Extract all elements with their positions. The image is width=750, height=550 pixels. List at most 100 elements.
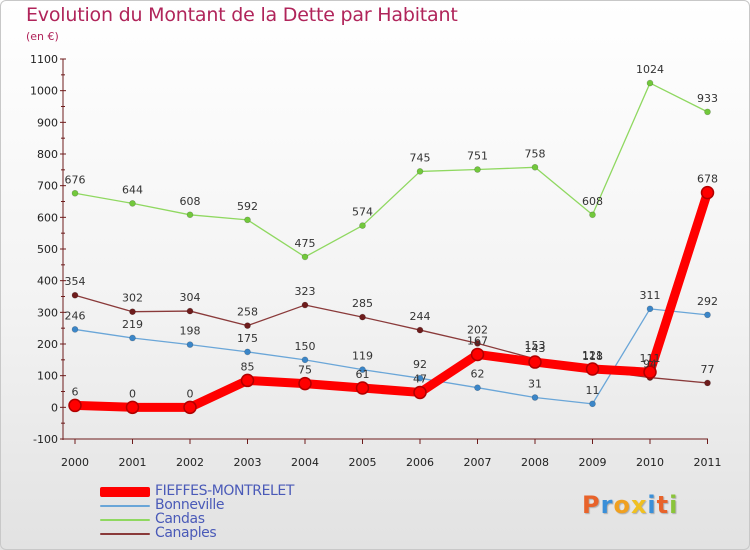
data-point [646,79,654,87]
data-label: 0 [129,387,136,400]
data-point [474,384,481,392]
data-point [129,334,136,342]
x-tick-label: 2009 [579,456,607,469]
series-layer [68,79,715,415]
data-point [355,381,370,395]
data-point [301,301,309,309]
data-point [240,373,255,388]
data-point [589,211,596,219]
data-point [589,400,596,408]
data-label: 31 [528,378,542,391]
data-label: 475 [295,237,316,250]
data-point [704,379,711,387]
data-point [416,326,424,334]
data-label: 153 [525,339,546,352]
y-tick-label: 500 [37,243,58,256]
data-point [68,398,82,413]
y-tick-label: 400 [37,275,58,288]
data-label: 608 [180,195,201,208]
proxiti-logo: Proxiti [582,491,678,519]
data-point [359,366,366,373]
data-label: 258 [237,306,258,319]
logo-letter: P [582,491,601,519]
data-label: 198 [180,325,201,338]
x-tick-label: 2004 [291,456,319,469]
data-point [531,394,539,401]
data-point [186,341,194,348]
data-label: 758 [525,147,546,160]
data-label: 311 [640,289,661,302]
data-point [244,322,251,329]
data-label: 933 [697,92,718,105]
data-point [416,168,424,175]
data-label: 292 [697,295,718,308]
data-point [585,362,600,376]
data-point [186,307,194,315]
data-point [71,326,79,333]
data-label: 175 [237,332,258,345]
data-point [531,164,539,171]
legend-swatch [100,533,150,535]
data-point [646,305,654,313]
y-tick-label: 100 [37,370,58,383]
data-label: 94 [643,358,657,371]
data-point [359,313,366,321]
x-tick-label: 2010 [636,456,664,469]
data-label: 246 [65,309,86,322]
data-point [244,216,251,224]
data-label: 644 [122,183,143,196]
data-label: 62 [471,368,485,381]
line-chart: -100010020030040050060070080090010001100… [30,53,722,469]
logo-letter: t [656,491,670,519]
x-tick-label: 2002 [176,456,204,469]
data-label: 61 [356,368,370,381]
y-tick-label: -100 [33,433,58,446]
data-point [359,222,366,229]
data-point [301,356,309,364]
data-point [125,400,140,415]
chart-title: Evolution du Montant de la Dette par Hab… [26,4,458,26]
y-tick-label: 600 [37,211,58,224]
y-tick-label: 1000 [30,85,58,98]
data-point [700,185,715,200]
data-label: 574 [352,206,373,219]
y-tick-label: 1100 [30,53,58,66]
data-label: 285 [352,297,373,310]
data-label: 6 [72,385,79,398]
logo-letter: r [600,491,614,519]
axes: -100010020030040050060070080090010001100… [30,53,722,469]
logo-letter: x [630,491,648,519]
x-tick-label: 2003 [234,456,262,469]
x-tick-label: 2005 [349,456,377,469]
series-line-fieffes-montrelet [70,188,712,412]
data-label: 354 [65,275,86,288]
data-labels-layer: 6 0 0 85 75 61 47 167 143 121 111 678 246 219 198 175 15… [65,63,719,400]
data-label: 111 [640,352,661,365]
chart-subtitle: (en €) [26,30,59,43]
x-tick-label: 2007 [464,456,492,469]
data-point [129,308,136,316]
logo-letter: i [669,491,679,519]
legend-swatch [100,519,150,521]
x-tick-label: 2001 [119,456,147,469]
series-line-candas [74,82,709,258]
data-point [413,385,427,400]
y-tick-label: 200 [37,338,58,351]
data-point [244,348,251,356]
data-label: 75 [298,364,312,377]
legend-swatch [100,505,150,507]
data-label: 745 [410,151,431,164]
data-point [704,108,711,116]
data-label: 219 [122,318,143,331]
data-label: 92 [413,358,427,371]
data-label: 202 [467,323,488,336]
data-label: 678 [697,173,718,186]
y-tick-label: 900 [37,116,58,129]
data-label: 323 [295,285,316,298]
data-label: 77 [701,363,715,376]
data-label: 1024 [636,63,664,76]
data-label: 244 [410,310,431,323]
y-tick-label: 300 [37,306,58,319]
data-point [298,376,312,391]
x-tick-label: 2011 [694,456,722,469]
